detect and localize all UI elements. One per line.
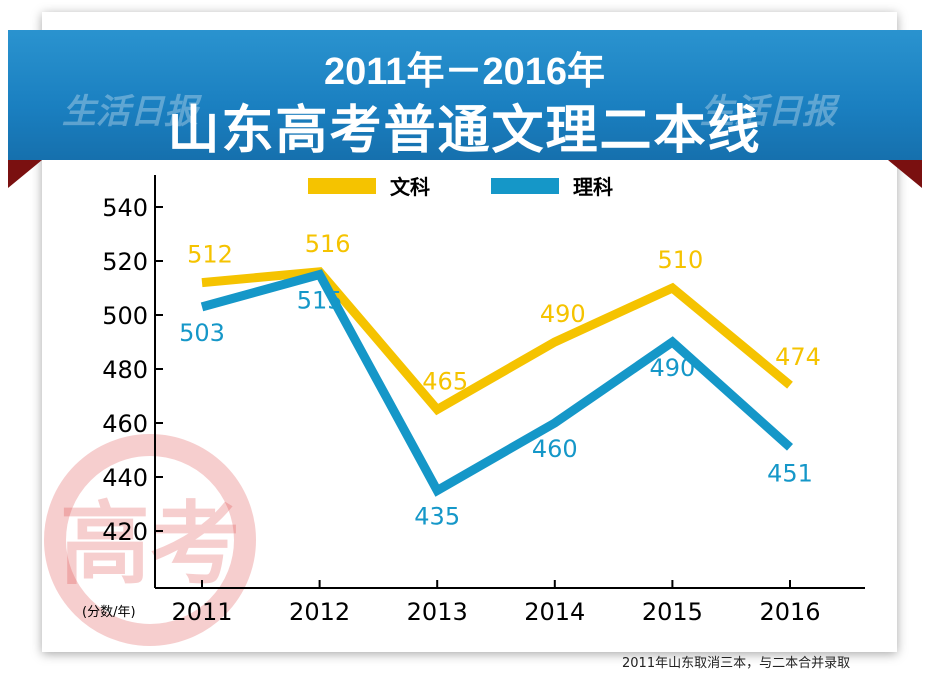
legend-label: 理科 [573, 175, 613, 199]
data-label: 510 [657, 246, 703, 274]
data-label: 503 [179, 319, 225, 347]
y-tick-label: 500 [102, 302, 148, 330]
title-banner [8, 30, 922, 160]
series-line-science [200, 269, 794, 497]
legend-swatch [308, 178, 376, 194]
y-tick-label: 460 [102, 410, 148, 438]
x-tick-label: 2013 [407, 598, 468, 626]
x-tick-label: 2016 [759, 598, 820, 626]
y-tick-label: 480 [102, 356, 148, 384]
ribbon-fold-right [888, 160, 922, 188]
title-line-1: 2011年－2016年 [324, 51, 605, 93]
x-tick-label: 2011 [171, 598, 232, 626]
data-label: 512 [187, 241, 233, 269]
legend-label: 文科 [390, 175, 430, 199]
data-label: 490 [540, 300, 586, 328]
data-label: 490 [649, 354, 695, 382]
y-tick-label: 540 [102, 194, 148, 222]
footnote: 2011年山东取消三本，与二本合并录取 [622, 656, 851, 671]
data-label: 474 [775, 343, 821, 371]
y-tick-label: 440 [102, 464, 148, 492]
legend-swatch [491, 178, 559, 194]
data-label: 435 [414, 503, 460, 531]
y-tick-label: 520 [102, 248, 148, 276]
y-tick-label: 420 [102, 518, 148, 546]
x-tick-label: 2012 [289, 598, 350, 626]
stamp-text: 高考 [60, 492, 240, 597]
series-line-arts [201, 267, 793, 416]
y-axis-unit-label: (分数/年) [82, 605, 136, 620]
stamp-watermark [44, 434, 256, 646]
data-label: 451 [767, 459, 813, 487]
data-label: 465 [422, 368, 468, 396]
data-label: 460 [532, 435, 578, 463]
data-label: 516 [305, 230, 351, 258]
watermark-logo-left: 生活日报 [62, 92, 198, 132]
x-tick-label: 2015 [642, 598, 703, 626]
title-line-2: 山东高考普通文理二本线 [167, 101, 762, 161]
watermark-logo-right: 生活日报 [700, 92, 836, 132]
x-tick-label: 2014 [524, 598, 585, 626]
data-label: 515 [297, 287, 343, 315]
